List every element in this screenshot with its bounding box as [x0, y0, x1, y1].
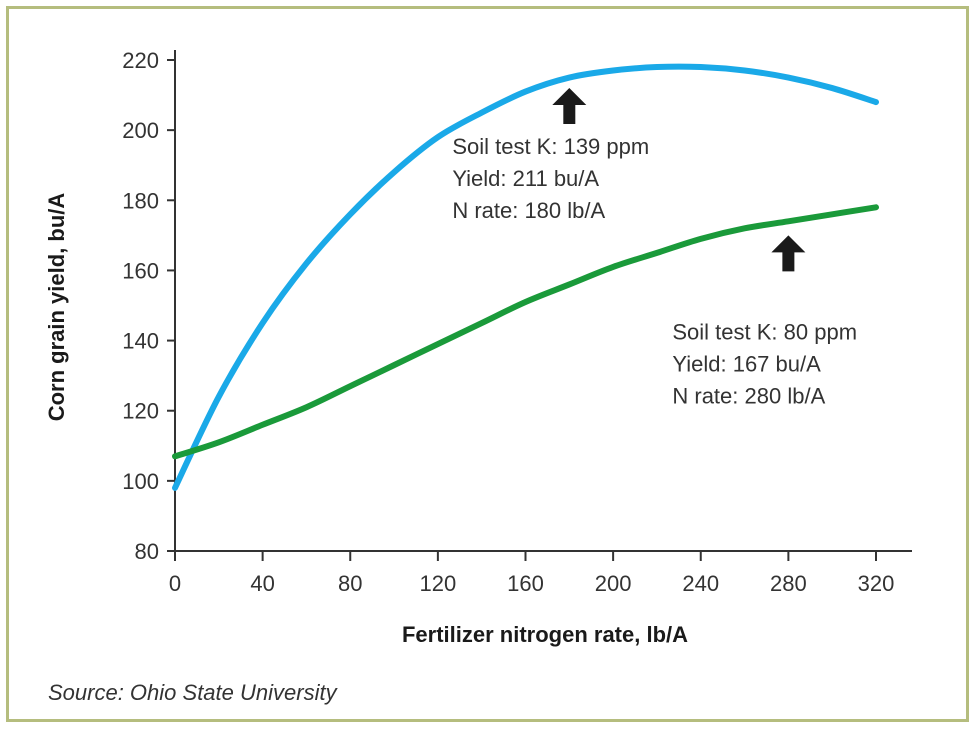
- x-tick-label: 240: [682, 571, 719, 596]
- x-tick-label: 80: [338, 571, 362, 596]
- y-axis-title: Corn grain yield, bu/A: [44, 193, 69, 422]
- axes: [174, 50, 912, 552]
- annotation-text: N rate: 180 lb/A: [452, 198, 605, 223]
- series-line-2: [172, 204, 879, 460]
- y-ticks: 80 100 120 140 160 180 200 220: [122, 48, 175, 564]
- x-tick-label: 280: [770, 571, 807, 596]
- y-tick-label: 140: [122, 329, 159, 354]
- chart-frame: [6, 6, 969, 722]
- y-tick-label: 100: [122, 469, 159, 494]
- annotation-text: Yield: 211 bu/A: [452, 166, 599, 191]
- x-ticks: 0 40 80 120 160 200 240 280 320: [169, 551, 894, 596]
- annotation-arrow-2: [771, 235, 806, 272]
- annotation-text: Soil test K: 139 ppm: [452, 134, 649, 159]
- x-tick-label: 160: [507, 571, 544, 596]
- x-tick-label: 40: [250, 571, 274, 596]
- y-tick-label: 160: [122, 258, 159, 283]
- source-note: Source: Ohio State University: [48, 680, 339, 705]
- x-tick-label: 120: [420, 571, 457, 596]
- y-tick-label: 120: [122, 399, 159, 424]
- y-tick-label: 180: [122, 188, 159, 213]
- x-tick-label: 0: [169, 571, 181, 596]
- y-tick-label: 80: [135, 539, 159, 564]
- y-tick-label: 220: [122, 48, 159, 73]
- x-tick-label: 200: [595, 571, 632, 596]
- annotation-text: Yield: 167 bu/A: [672, 351, 821, 376]
- annotation-text: N rate: 280 lb/A: [672, 383, 825, 408]
- y-tick-label: 200: [122, 118, 159, 143]
- x-axis-title: Fertilizer nitrogen rate, lb/A: [402, 622, 688, 647]
- annotations: Soil test K: 139 ppm Yield: 211 bu/A N rat…: [452, 88, 857, 408]
- series-lines: [172, 63, 879, 491]
- series-line-1: [172, 63, 879, 491]
- x-tick-label: 320: [858, 571, 895, 596]
- annotation-arrow-1: [552, 88, 587, 125]
- annotation-text: Soil test K: 80 ppm: [672, 319, 857, 344]
